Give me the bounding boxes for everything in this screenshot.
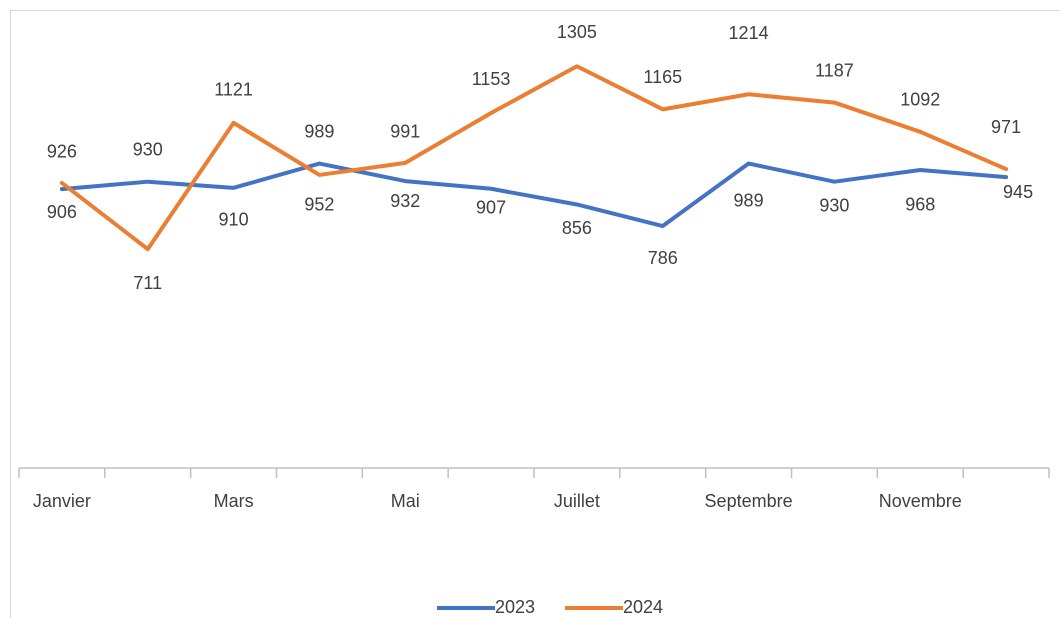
- data-label: 906: [47, 202, 77, 222]
- data-label: 932: [390, 191, 420, 211]
- data-label: 989: [304, 121, 334, 141]
- data-label: 989: [734, 190, 764, 210]
- line-series: [59, 161, 1009, 229]
- data-label: 926: [47, 142, 77, 162]
- data-label: 1121: [214, 80, 253, 100]
- x-tick-label: Novembre: [879, 491, 962, 511]
- x-tick-label: Juillet: [554, 491, 600, 511]
- legend-label: 2023: [495, 597, 535, 617]
- data-label: 910: [219, 210, 249, 230]
- data-label: 945: [1003, 182, 1033, 202]
- data-label: 930: [819, 195, 849, 215]
- data-label: 1305: [557, 22, 597, 42]
- data-label: 856: [562, 218, 592, 238]
- x-tick-label: Mai: [391, 491, 420, 511]
- data-label: 786: [648, 248, 678, 268]
- data-label: 1153: [472, 69, 511, 89]
- legend-label: 2024: [623, 597, 663, 617]
- data-label: 991: [390, 122, 420, 142]
- data-label: 952: [304, 195, 334, 215]
- x-tick-label: Mars: [214, 491, 254, 511]
- chart-border: [10, 10, 1060, 618]
- x-tick-label: Septembre: [705, 491, 793, 511]
- data-label: 1092: [900, 90, 940, 110]
- data-label: 968: [905, 195, 935, 215]
- data-label: 930: [133, 139, 163, 159]
- data-label: 1165: [643, 67, 682, 87]
- line-series: [59, 64, 1009, 252]
- data-label: 711: [133, 273, 162, 293]
- data-label: 971: [991, 117, 1021, 137]
- x-tick-label: Janvier: [33, 491, 91, 511]
- data-label: 1214: [729, 23, 769, 43]
- data-label: 907: [476, 198, 506, 218]
- data-label: 1187: [815, 60, 854, 80]
